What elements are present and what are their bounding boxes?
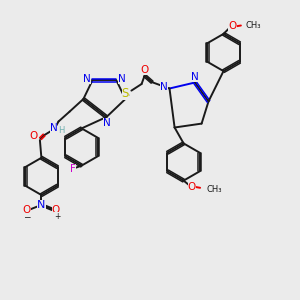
Text: O: O [140,64,148,75]
Text: −: − [23,213,31,222]
Text: O: O [228,20,237,31]
Text: O: O [23,205,31,215]
Text: N: N [118,74,126,84]
Text: N: N [83,74,91,84]
Text: CH₃: CH₃ [206,184,222,194]
Text: CH₃: CH₃ [246,21,262,30]
Text: S: S [122,87,129,100]
Text: +: + [54,212,60,221]
Text: H: H [58,126,64,135]
Text: O: O [29,131,37,141]
Text: O: O [188,182,196,192]
Text: N: N [37,200,46,210]
Text: N: N [160,82,168,92]
Text: N: N [50,123,57,134]
Text: N: N [103,118,110,128]
Text: O: O [52,205,60,215]
Text: N: N [191,71,199,82]
Text: F: F [70,164,76,174]
